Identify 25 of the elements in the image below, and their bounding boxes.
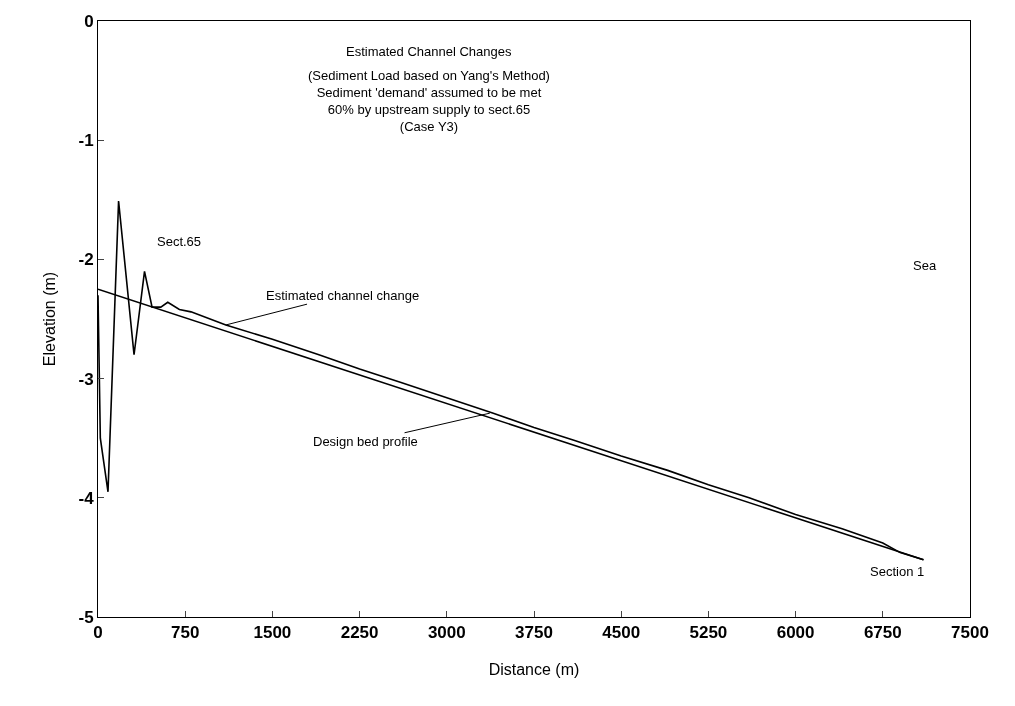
x-tick-label: 2250: [340, 623, 379, 643]
y-tick-label: -1: [78, 131, 94, 151]
x-tick-label: 4500: [602, 623, 641, 643]
text: Design bed profile: [313, 434, 418, 449]
x-tick-label: 1500: [253, 623, 292, 643]
x-tick-label: 5250: [689, 623, 728, 643]
annotation: Sect.65: [157, 234, 202, 249]
y-tick-label: -5: [78, 607, 94, 627]
x-tick-label: 7500: [951, 623, 989, 643]
y-tick-label: 0: [84, 11, 94, 31]
text: Estimated Channel Changes: [346, 44, 512, 59]
x-tick-label: 750: [171, 623, 200, 643]
text: (Sediment Load based on Yang's Method) Sediment 'demand' assumed to be met 60% by upstream supply to sect.65 (Case Y3): [308, 68, 550, 134]
annotation: Section 1: [870, 564, 925, 579]
x-tick-label: 6750: [863, 623, 902, 643]
annotation: Sea: [913, 258, 937, 273]
x-tick-label: 3000: [427, 623, 466, 643]
y-tick-label: -4: [78, 488, 95, 508]
x-tick-label: 3750: [515, 623, 553, 643]
text: Estimated channel change: [266, 288, 420, 303]
x-axis-title: Distance (m): [488, 661, 580, 679]
y-axis-title: Elevation (m): [41, 271, 59, 367]
y-tick-label: -3: [78, 369, 94, 389]
y-tick-label: -2: [78, 250, 94, 270]
x-tick-label: 6000: [776, 623, 815, 643]
